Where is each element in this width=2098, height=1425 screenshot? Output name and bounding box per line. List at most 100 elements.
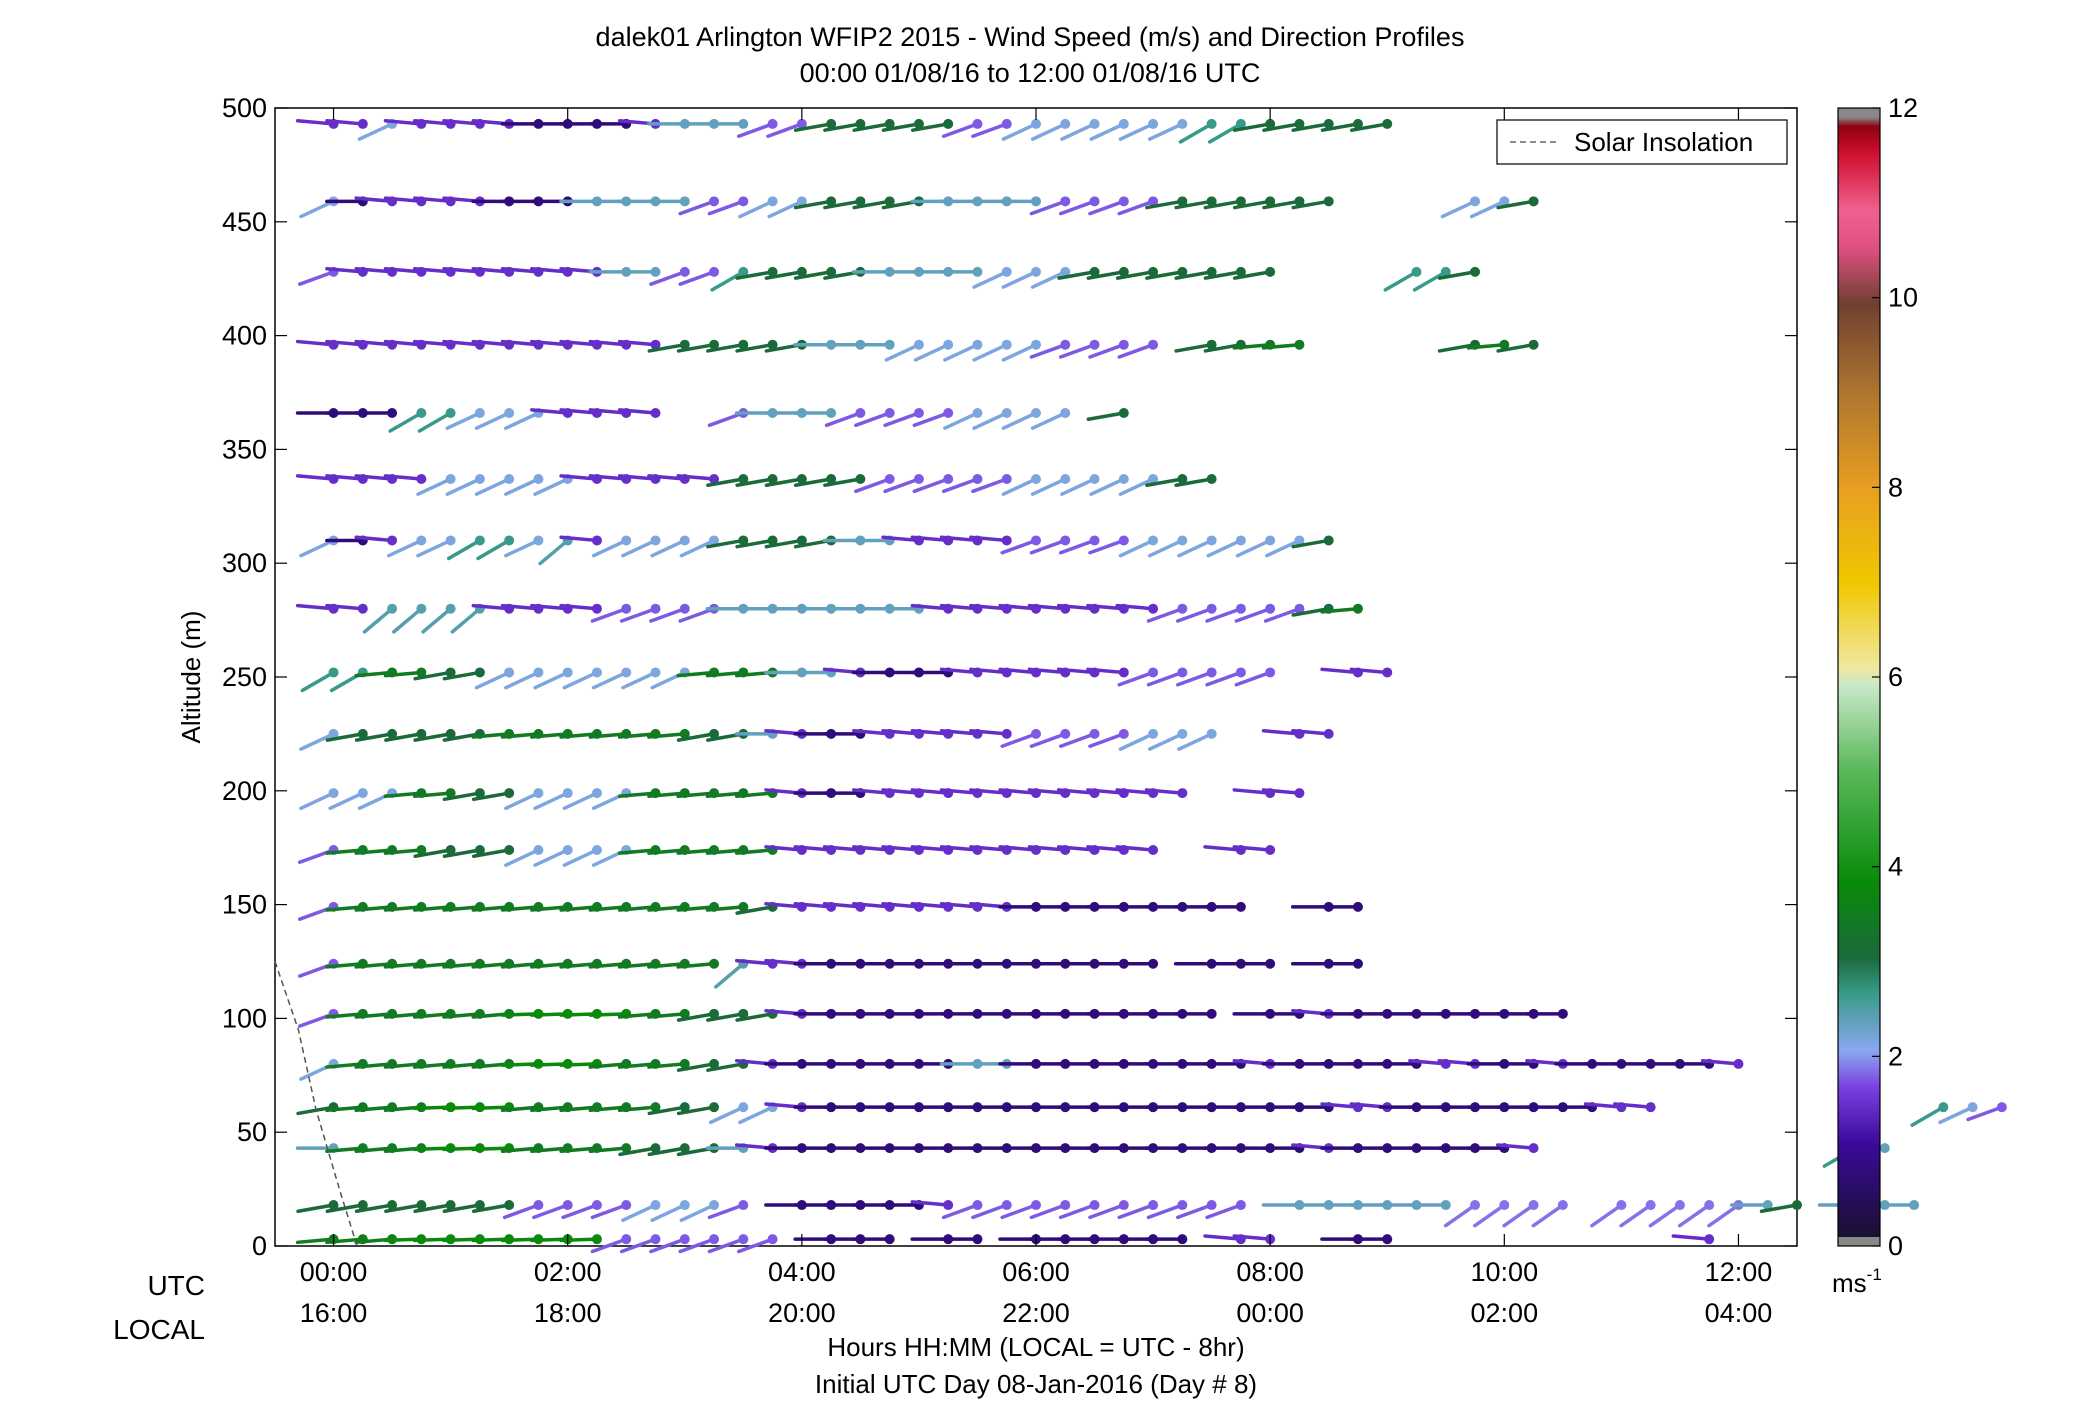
wind-barb <box>823 118 866 132</box>
wind-barb-shaft <box>1089 122 1126 141</box>
wind-barb <box>619 1234 661 1254</box>
wind-barb <box>883 473 924 494</box>
wind-barb-dot <box>562 1200 573 1211</box>
wind-barb-dot <box>1352 958 1363 969</box>
wind-barb <box>1320 901 1363 912</box>
x-tick-label-local: 02:00 <box>1471 1298 1539 1328</box>
wind-barb <box>1147 535 1188 558</box>
wind-barb-shaft <box>354 1203 394 1214</box>
wind-barb-shaft <box>1086 603 1126 611</box>
wind-barb-shaft <box>705 848 746 855</box>
wind-barb-shaft <box>1938 1105 1975 1125</box>
wind-barb-shaft <box>1177 732 1214 751</box>
wind-barb <box>621 1200 661 1222</box>
wind-barb <box>383 844 427 855</box>
wind-barb-dot <box>416 473 427 484</box>
wind-barb-shaft <box>354 1062 394 1069</box>
wind-barb-shaft <box>295 474 336 481</box>
wind-barb-shaft <box>793 122 833 132</box>
wind-barb <box>413 728 456 742</box>
wind-barb-shaft <box>707 411 746 428</box>
wind-barb-shaft <box>383 266 424 274</box>
wind-barb-shaft <box>354 339 394 347</box>
wind-barb-dot <box>650 407 661 418</box>
wind-barb <box>678 266 720 286</box>
wind-barb <box>1496 196 1539 210</box>
wind-barb-shaft <box>500 1105 541 1113</box>
wind-barb <box>852 196 895 210</box>
wind-barb-dot <box>1148 266 1159 277</box>
wind-barb-shaft <box>588 1146 628 1154</box>
wind-barb-shaft <box>679 1203 716 1222</box>
wind-barb <box>852 118 895 132</box>
wind-barb <box>504 844 544 867</box>
wind-barb-dot <box>767 196 778 207</box>
wind-barb <box>1469 196 1510 219</box>
wind-barb-shaft <box>1232 788 1272 795</box>
wind-barb-shaft <box>504 848 541 867</box>
wind-barb <box>1262 118 1305 132</box>
colorbar-tick-label: 2 <box>1888 1041 1903 1071</box>
wind-barb-dot <box>650 667 661 678</box>
wind-barb-dot <box>1382 667 1393 678</box>
wind-barb-dot <box>1060 196 1071 207</box>
wind-barb-shaft <box>998 788 1038 795</box>
wind-barb-dot <box>679 603 690 614</box>
wind-barb-dot <box>972 266 983 277</box>
wind-barb-shaft <box>1000 538 1038 555</box>
wind-barb-shaft <box>1205 606 1243 623</box>
wind-barb-dot <box>1645 1200 1656 1211</box>
wind-barb-dot <box>943 339 954 350</box>
wind-barb-dot <box>1557 1200 1568 1211</box>
wind-barb-dot <box>1060 118 1071 129</box>
wind-barb-dot <box>591 788 602 799</box>
wind-barb-shaft <box>504 477 541 496</box>
wind-barb-dot <box>1938 1102 1949 1113</box>
wind-barb-shaft <box>766 122 804 138</box>
wind-barb <box>413 667 456 681</box>
wind-barb <box>384 728 427 742</box>
x-tick-label-utc: 12:00 <box>1705 1257 1773 1287</box>
wind-barb-shaft <box>881 845 921 852</box>
wind-barb <box>1349 667 1393 678</box>
wind-barb-shaft <box>1265 538 1302 558</box>
wind-barb-shaft <box>590 1237 628 1254</box>
wind-barb-dot <box>1177 788 1188 799</box>
wind-barb-shaft <box>1058 732 1097 748</box>
wind-barb-shaft <box>883 411 921 428</box>
wind-barb <box>1029 196 1071 216</box>
wind-barb <box>1177 535 1217 558</box>
wind-barb <box>354 407 398 418</box>
wind-barb-dot <box>445 473 456 484</box>
wind-barb <box>764 473 807 487</box>
wind-barb-shaft <box>383 1062 424 1069</box>
wind-barb-shaft <box>1408 1059 1448 1066</box>
wind-barb-shaft <box>1176 670 1214 687</box>
wind-barb-dot <box>650 266 661 277</box>
wind-barb-shaft <box>325 119 365 126</box>
wind-barb-dot <box>709 728 720 739</box>
wind-barb-dot <box>474 788 485 799</box>
wind-barb-shaft <box>325 266 365 274</box>
wind-barb-shaft <box>559 1146 599 1154</box>
chart-subtitle: 00:00 01/08/16 to 12:00 01/08/16 UTC <box>800 58 1261 88</box>
wind-barb-shaft <box>383 905 424 912</box>
wind-barb-shaft <box>676 670 716 678</box>
wind-barb-dot <box>1177 1200 1188 1211</box>
wind-barb <box>1262 196 1305 210</box>
wind-barb-shaft <box>559 1062 599 1067</box>
wind-barb <box>1088 1200 1129 1220</box>
wind-barb <box>971 1200 1012 1220</box>
wind-barb-shaft <box>735 905 775 915</box>
wind-barb-shaft <box>972 270 1009 289</box>
wind-barb-dot <box>533 473 544 484</box>
wind-barb-shaft <box>471 1146 511 1152</box>
wind-barb-shaft <box>736 122 775 138</box>
wind-barb-shaft <box>1086 270 1126 280</box>
wind-barb <box>649 266 690 286</box>
wind-barb <box>823 196 866 210</box>
wind-barb-dot <box>884 339 895 350</box>
wind-barb-shaft <box>676 905 716 912</box>
wind-barb-shaft <box>852 901 892 909</box>
wind-barb-dot <box>1118 266 1129 277</box>
